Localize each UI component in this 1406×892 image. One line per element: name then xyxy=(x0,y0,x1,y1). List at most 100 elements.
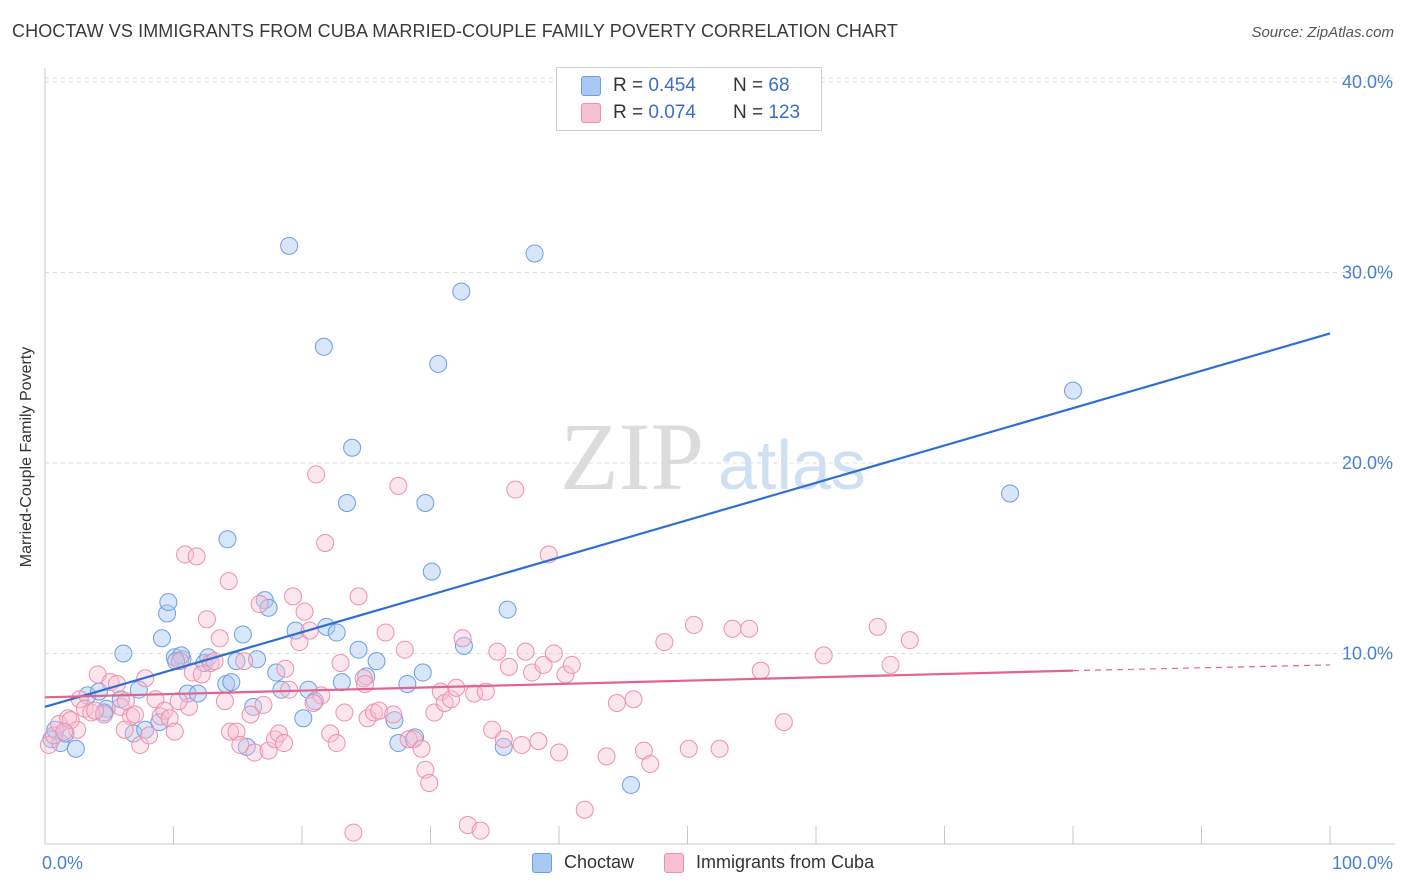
data-point xyxy=(66,739,85,758)
data-point xyxy=(179,697,198,716)
data-point xyxy=(86,701,105,720)
data-point xyxy=(227,652,246,671)
data-point xyxy=(412,739,431,758)
data-point xyxy=(231,735,250,754)
data-point xyxy=(39,735,58,754)
data-point xyxy=(241,705,260,724)
y-tick-label: 30.0% xyxy=(1342,263,1393,283)
data-point xyxy=(169,692,188,711)
legend-swatch-choctaw xyxy=(581,76,601,96)
data-point xyxy=(349,587,368,606)
legend-n-value: 68 xyxy=(768,75,790,96)
data-point xyxy=(483,720,502,739)
legend-r-value: 0.074 xyxy=(648,102,696,123)
source-label: Source: ZipAtlas.com xyxy=(1251,24,1394,41)
data-point xyxy=(218,530,237,549)
data-point xyxy=(395,640,414,659)
data-point xyxy=(304,694,323,713)
y-tick-label: 10.0% xyxy=(1342,644,1393,664)
data-point xyxy=(562,655,581,674)
chart-title: CHOCTAW VS IMMIGRANTS FROM CUBA MARRIED-… xyxy=(12,21,899,41)
data-point xyxy=(295,602,314,621)
data-point xyxy=(525,244,544,263)
data-point xyxy=(327,623,346,642)
data-point xyxy=(259,741,278,760)
data-point xyxy=(235,652,254,671)
legend-swatch-cuba xyxy=(664,852,685,873)
data-point xyxy=(280,236,299,255)
data-point xyxy=(868,617,887,636)
data-point xyxy=(44,726,63,745)
y-tick-label: 20.0% xyxy=(1342,453,1393,473)
legend-r-value: 0.454 xyxy=(648,75,696,96)
data-point xyxy=(331,654,350,673)
data-point xyxy=(1001,484,1020,503)
watermark: ZIP atlas xyxy=(560,403,866,510)
trend-line-choctaw xyxy=(44,332,1331,708)
data-point xyxy=(774,713,793,732)
data-point xyxy=(254,695,273,714)
data-point xyxy=(420,774,439,793)
data-point xyxy=(597,747,616,766)
data-point xyxy=(655,633,674,652)
data-point xyxy=(684,615,703,634)
data-point xyxy=(498,600,517,619)
data-point xyxy=(210,629,229,648)
data-point xyxy=(337,494,356,513)
data-point xyxy=(465,684,484,703)
data-point xyxy=(506,480,525,499)
data-point xyxy=(399,730,418,749)
watermark-atlas: atlas xyxy=(718,426,866,504)
legend-swatch-choctaw xyxy=(532,852,552,873)
data-point xyxy=(354,669,373,688)
data-point xyxy=(316,534,335,553)
data-point xyxy=(621,775,640,794)
data-point xyxy=(488,642,507,661)
data-point xyxy=(398,674,417,693)
data-point xyxy=(413,663,432,682)
legend-item-cuba: Immigrants from Cuba xyxy=(664,852,874,873)
data-point xyxy=(269,724,288,743)
data-point xyxy=(624,690,643,709)
data-point xyxy=(900,631,919,650)
data-point xyxy=(276,659,295,678)
data-point xyxy=(814,646,833,665)
data-point xyxy=(389,734,408,753)
data-point xyxy=(370,701,389,720)
data-point xyxy=(384,705,403,724)
data-point xyxy=(95,705,114,724)
legend-r-label: R = xyxy=(613,102,649,123)
data-point xyxy=(321,724,340,743)
data-point xyxy=(114,644,133,663)
data-point xyxy=(452,282,471,301)
watermark-zip: ZIP xyxy=(560,403,704,510)
data-point xyxy=(740,619,759,638)
y-tick-label: 40.0% xyxy=(1342,72,1393,92)
data-point xyxy=(512,735,531,754)
legend-row-choctaw: R = 0.454 N = 68 xyxy=(581,74,790,98)
data-point xyxy=(454,636,473,655)
data-point xyxy=(494,730,513,749)
data-point xyxy=(575,800,594,819)
tick-labels: 10.0% 20.0% 30.0% 40.0% 0.0% 100.0% xyxy=(42,72,1393,873)
data-point xyxy=(124,724,143,743)
data-point xyxy=(723,619,742,638)
data-point xyxy=(453,629,472,648)
x-tick-label: 100.0% xyxy=(1332,853,1393,873)
data-point xyxy=(219,572,238,591)
legend-row-cuba: R = 0.074 N = 123 xyxy=(581,101,800,125)
data-point xyxy=(335,703,354,722)
data-point xyxy=(272,680,291,699)
data-point xyxy=(544,644,563,663)
data-point xyxy=(442,690,461,709)
data-point xyxy=(422,562,441,581)
data-point xyxy=(131,735,150,754)
data-point xyxy=(222,673,241,692)
data-point xyxy=(267,663,286,682)
data-point xyxy=(376,623,395,642)
data-point xyxy=(152,629,171,648)
data-point xyxy=(176,545,195,564)
y-axis-label: Married-Couple Family Poverty xyxy=(18,346,35,568)
data-point xyxy=(284,587,303,606)
data-point xyxy=(710,739,729,758)
